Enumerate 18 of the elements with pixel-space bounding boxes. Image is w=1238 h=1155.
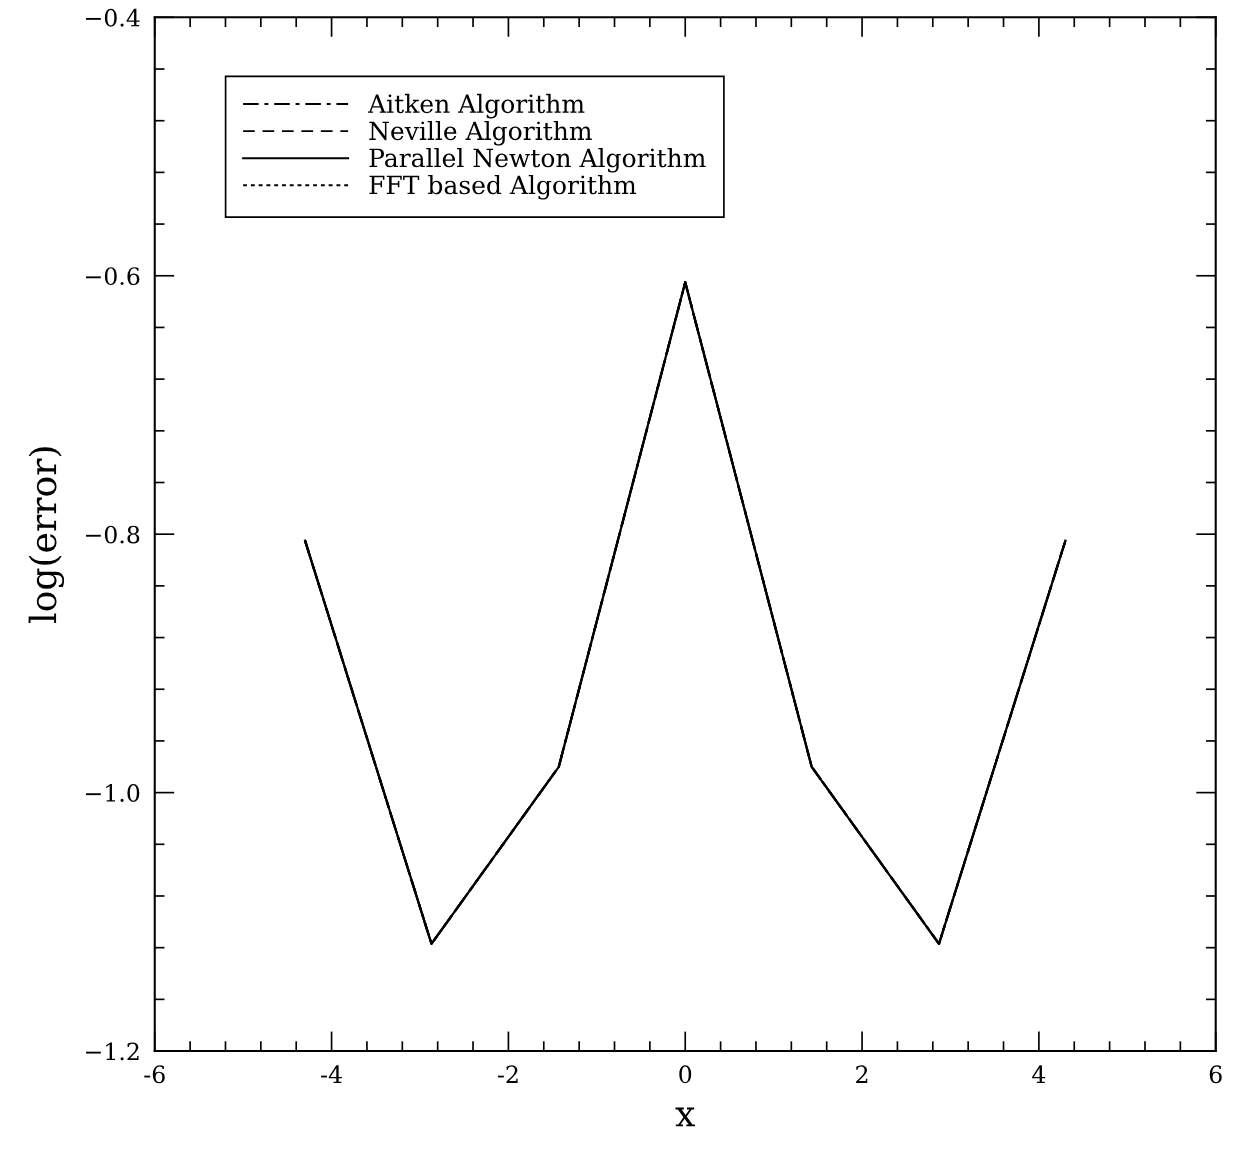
- y-tick-label: −1.2: [86, 1042, 139, 1061]
- legend-label: Neville Algorithm: [369, 120, 592, 146]
- legend-label: FFT based Algorithm: [369, 174, 637, 200]
- y-axis-title: log(error): [28, 447, 65, 623]
- y-tick-label: −1.0: [86, 784, 140, 802]
- legend-label: Parallel Newton Algorithm: [369, 147, 706, 173]
- x-axis-title: x: [675, 1107, 695, 1127]
- x-tick-label: -6: [144, 1065, 165, 1084]
- legend-label: Aitken Algorithm: [367, 93, 585, 119]
- x-tick-label: 4: [1032, 1065, 1046, 1083]
- x-tick-label: 6: [1209, 1065, 1222, 1084]
- x-tick-label: 0: [679, 1065, 692, 1084]
- y-tick-label: −0.6: [86, 267, 140, 286]
- x-tick-label: -2: [497, 1065, 518, 1083]
- x-tick-label: -4: [321, 1065, 342, 1083]
- x-tick-label: 2: [856, 1065, 868, 1083]
- y-tick-label: −0.8: [86, 525, 140, 544]
- y-tick-label: −0.4: [86, 8, 140, 27]
